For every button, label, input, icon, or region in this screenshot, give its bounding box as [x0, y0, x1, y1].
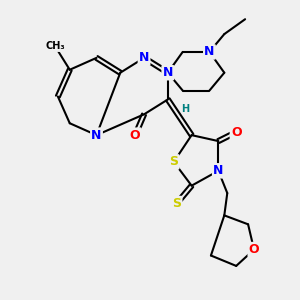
- Text: N: N: [139, 51, 149, 64]
- Text: O: O: [130, 129, 140, 142]
- Text: N: N: [163, 66, 173, 79]
- Text: O: O: [231, 126, 242, 139]
- Text: O: O: [249, 243, 259, 256]
- Text: S: S: [169, 155, 178, 168]
- Text: S: S: [172, 197, 181, 210]
- Text: N: N: [204, 45, 214, 58]
- Text: N: N: [91, 129, 102, 142]
- Text: CH₃: CH₃: [45, 41, 65, 51]
- Text: N: N: [213, 164, 224, 177]
- Text: H: H: [182, 104, 190, 114]
